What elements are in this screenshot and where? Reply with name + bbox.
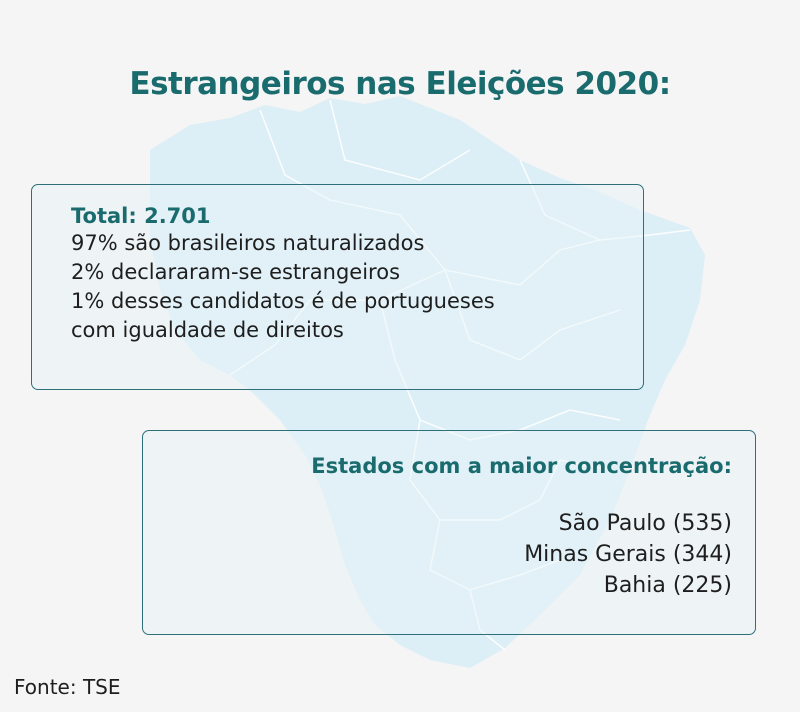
total-heading: Total: 2.701 [71,204,211,228]
state-borders [229,99,691,651]
brazil-map-shape [150,96,705,668]
total-line: com igualdade de direitos [71,318,344,342]
states-heading: Estados com a maior concentração: [311,454,732,478]
state-item: Bahia (225) [603,573,732,598]
state-item: Minas Gerais (344) [524,542,732,567]
total-card: Total: 2.701 97% são brasileiros natural… [31,184,644,390]
total-line: 2% declararam-se estrangeiros [71,260,401,284]
total-line: 97% são brasileiros naturalizados [71,231,425,255]
state-item: São Paulo (535) [558,511,732,536]
total-breakdown-list: 97% são brasileiros naturalizados 2% dec… [71,229,643,345]
page-title: Estrangeiros nas Eleições 2020: [129,66,671,102]
states-list: São Paulo (535) Minas Gerais (344) Bahia… [143,508,732,601]
states-card: Estados com a maior concentração: São Pa… [142,430,756,635]
source-note: Fonte: TSE [14,675,121,699]
total-line: 1% desses candidatos é de portugueses [71,289,495,313]
